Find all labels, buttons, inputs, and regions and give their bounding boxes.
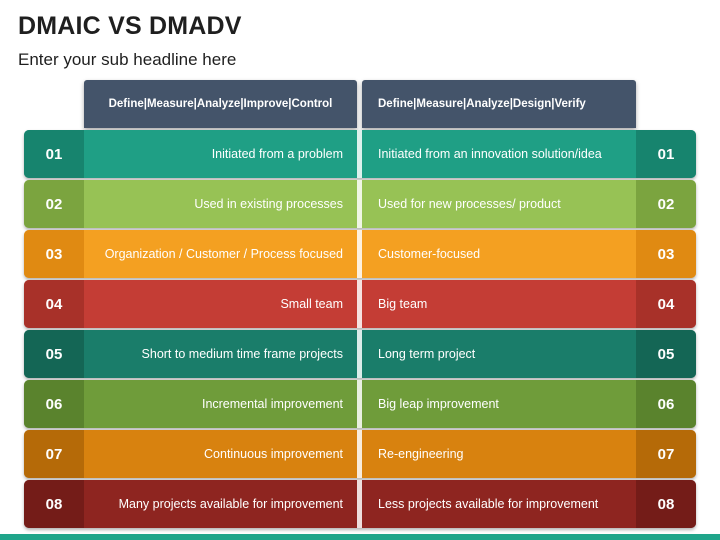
dmadv-cell: Used for new processes/ product [378,197,561,211]
column-divider [357,380,362,428]
column-header-dmadv: Define|Measure|Analyze|Design|Verify [362,80,636,128]
page-title: DMAIC VS DMADV [18,12,242,40]
dmaic-cell: Continuous improvement [204,447,343,461]
dmaic-cell: Organization / Customer / Process focuse… [104,247,343,261]
row-number-right: 02 [636,180,696,228]
dmaic-cell: Small team [280,297,343,311]
table-row: 04 Small team Big team 04 [24,280,696,328]
table-row: 05 Short to medium time frame projects Lon… [24,330,696,378]
row-number-left: 06 [24,380,84,428]
dmaic-cell: Many projects available for improvement [118,497,343,511]
table-row: 07 Continuous improvement Re-engineering 07 [24,430,696,478]
row-number-right: 03 [636,230,696,278]
table-row: 03 Organization / Customer / Process focu… [24,230,696,278]
row-number-right: 06 [636,380,696,428]
page-subtitle: Enter your sub headline here [18,50,237,69]
bottom-accent-bar [0,534,720,540]
row-number-left: 03 [24,230,84,278]
table-row: 02 Used in existing processes Used for new… [24,180,696,228]
dmaic-cell: Initiated from a problem [211,147,343,161]
row-number-right: 07 [636,430,696,478]
row-number-left: 01 [24,130,84,178]
dmadv-cell: Customer-focused [378,247,481,261]
dmaic-cell: Used in existing processes [194,197,343,211]
dmaic-cell: Short to medium time frame projects [141,347,343,361]
dmadv-cell: Re-engineering [378,447,464,461]
dmadv-cell: Big team [378,297,428,311]
column-divider [357,480,362,528]
column-divider [357,330,362,378]
dmadv-cell: Big leap improvement [378,397,499,411]
row-number-right: 05 [636,330,696,378]
dmadv-cell: Initiated from an innovation solution/id… [378,147,602,161]
column-divider [357,230,362,278]
row-number-right: 01 [636,130,696,178]
row-number-left: 08 [24,480,84,528]
row-number-left: 02 [24,180,84,228]
table-row: 08 Many projects available for improvemen… [24,480,696,528]
row-number-right: 08 [636,480,696,528]
column-header-dmaic: Define|Measure|Analyze|Improve|Control [84,80,357,128]
table-row: 06 Incremental improvement Big leap improv… [24,380,696,428]
column-divider [357,180,362,228]
row-number-left: 04 [24,280,84,328]
table-row: 01 Initiated from a problem Initiated from… [24,130,696,178]
column-divider [357,130,362,178]
row-number-left: 07 [24,430,84,478]
dmadv-cell: Less projects available for improvement [378,497,599,511]
row-number-right: 04 [636,280,696,328]
dmadv-cell: Long term project [378,347,476,361]
column-divider [357,280,362,328]
dmaic-cell: Incremental improvement [201,397,343,411]
column-divider [357,430,362,478]
row-number-left: 05 [24,330,84,378]
